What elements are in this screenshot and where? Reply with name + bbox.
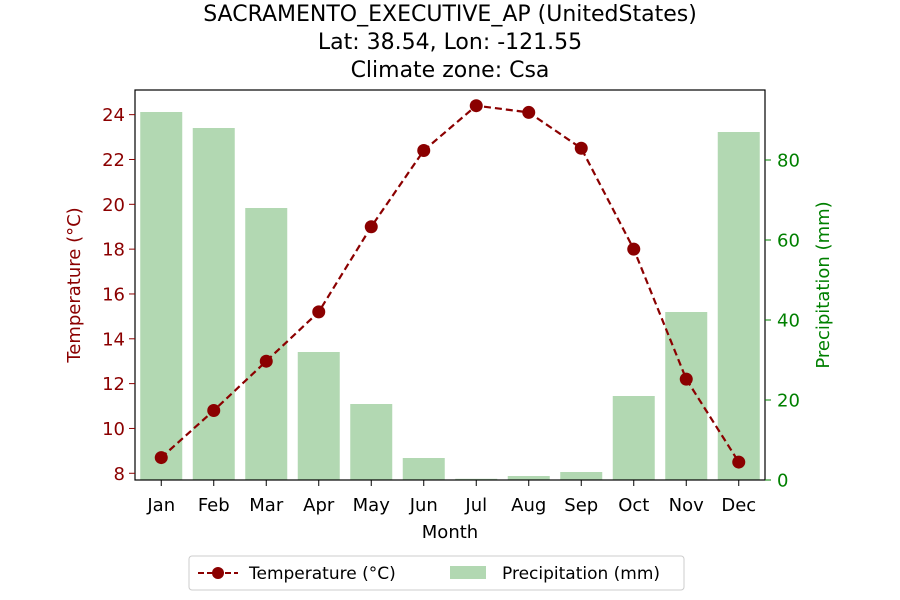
y-left-tick-label: 20 (102, 195, 125, 216)
y-right-axis-ticks: 0 20 40 60 80 (765, 151, 800, 492)
x-tick-label-mar: Mar (249, 495, 284, 516)
y-right-tick-label: 0 (777, 471, 788, 492)
temperature-point-jul (469, 99, 483, 113)
x-tick-label-sep: Sep (564, 495, 598, 516)
temperature-point-nov (679, 372, 693, 386)
temperature-point-feb (207, 404, 221, 418)
x-tick-label-may: May (353, 495, 391, 516)
temperature-point-aug (522, 105, 536, 119)
chart-title-line-2: Lat: 38.54, Lon: -121.55 (318, 30, 582, 55)
legend-temperature-label: Temperature (°C) (248, 564, 396, 584)
precipitation-bar-aug (507, 476, 550, 480)
precipitation-bar-sep (560, 472, 603, 480)
y-left-tick-label: 12 (102, 374, 125, 395)
temperature-point-jun (417, 144, 431, 158)
x-tick-label-dec: Dec (721, 495, 756, 516)
precipitation-bar-oct (612, 396, 655, 480)
y-left-axis-ticks: 8 10 12 14 16 18 20 22 24 (102, 105, 135, 485)
legend-precipitation-swatch (450, 566, 486, 579)
y-left-tick-label: 16 (102, 284, 125, 305)
plot-frame (134, 89, 766, 481)
x-axis-label: Month (422, 522, 478, 543)
precipitation-bar-apr (297, 352, 340, 480)
x-tick-label-jan: Jan (146, 495, 175, 516)
y-left-tick-label: 18 (102, 240, 125, 261)
precipitation-bars (140, 112, 760, 480)
temperature-point-jan (154, 451, 168, 465)
temperature-point-may (364, 220, 378, 234)
y-right-tick-label: 40 (777, 311, 800, 332)
y-left-tick-label: 10 (102, 419, 125, 440)
x-tick-label-aug: Aug (511, 495, 546, 516)
precipitation-bar-jan (140, 112, 183, 480)
legend-precipitation-label: Precipitation (mm) (502, 564, 660, 584)
y-left-tick-label: 14 (102, 329, 125, 350)
legend-box (188, 555, 685, 591)
temperature-point-dec (732, 455, 746, 469)
temperature-point-mar (259, 354, 273, 368)
y-right-tick-label: 80 (777, 151, 800, 172)
temperature-line (160, 104, 740, 463)
x-tick-label-jun: Jun (409, 495, 438, 516)
y-right-axis-label: Precipitation (mm) (813, 201, 834, 368)
legend-temperature-marker (212, 567, 224, 579)
chart-title-line-1: SACRAMENTO_EXECUTIVE_AP (UnitedStates) (203, 2, 697, 27)
y-left-axis-label: Temperature (°C) (64, 207, 85, 363)
x-axis-ticks: Jan Feb Mar Apr May Jun Jul Aug Sep Oct Nov Dec (146, 480, 756, 516)
precipitation-bar-jun (402, 458, 445, 480)
legend: Temperature (°C) Precipitation (mm) (188, 555, 685, 591)
y-right-tick-label: 60 (777, 231, 800, 252)
x-tick-label-oct: Oct (618, 495, 649, 516)
precipitation-bar-feb (192, 128, 235, 480)
chart-title-line-3: Climate zone: Csa (351, 58, 550, 83)
temperature-line-layer (154, 99, 746, 469)
y-left-tick-label: 24 (102, 105, 125, 126)
x-tick-label-jul: Jul (464, 495, 487, 516)
chart-title: SACRAMENTO_EXECUTIVE_AP (UnitedStates) L… (203, 2, 697, 83)
x-tick-label-nov: Nov (669, 495, 704, 516)
precipitation-bar-mar (245, 208, 288, 480)
y-left-tick-label: 22 (102, 150, 125, 171)
y-right-tick-label: 20 (777, 391, 800, 412)
precipitation-bar-dec (717, 132, 760, 480)
temperature-point-oct (627, 242, 641, 256)
y-left-tick-label: 8 (114, 464, 125, 485)
precipitation-bar-may (350, 404, 393, 480)
x-tick-label-feb: Feb (198, 495, 230, 516)
temperature-point-apr (312, 305, 326, 319)
precipitation-bar-nov (665, 312, 708, 480)
x-tick-label-apr: Apr (303, 495, 335, 516)
temperature-point-sep (574, 141, 588, 155)
